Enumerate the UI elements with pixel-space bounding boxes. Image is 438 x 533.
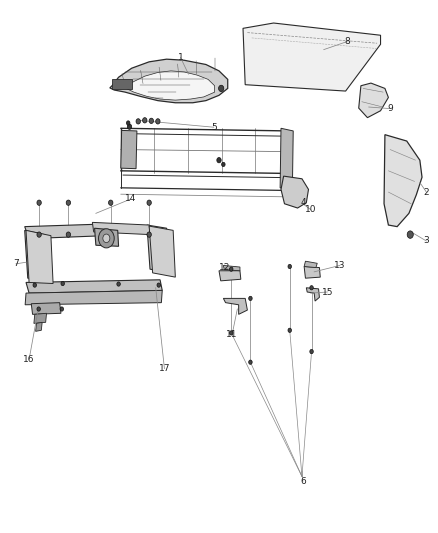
Polygon shape: [304, 261, 317, 268]
Text: 2: 2: [424, 188, 429, 197]
Circle shape: [230, 267, 233, 271]
Circle shape: [127, 124, 132, 130]
Polygon shape: [121, 131, 137, 168]
Circle shape: [109, 200, 113, 205]
Polygon shape: [25, 224, 106, 238]
Text: 5: 5: [211, 123, 217, 132]
Polygon shape: [25, 230, 48, 278]
Polygon shape: [219, 271, 241, 281]
Circle shape: [143, 118, 147, 123]
Text: 17: 17: [159, 364, 170, 373]
Circle shape: [99, 229, 114, 248]
Polygon shape: [25, 290, 162, 305]
Circle shape: [219, 85, 224, 92]
Polygon shape: [149, 226, 175, 277]
Polygon shape: [280, 128, 293, 190]
Polygon shape: [306, 288, 319, 301]
Text: 9: 9: [387, 104, 393, 113]
Text: 6: 6: [300, 478, 306, 486]
Polygon shape: [223, 265, 240, 271]
Circle shape: [249, 296, 252, 301]
Text: 16: 16: [23, 355, 35, 364]
Circle shape: [222, 163, 225, 166]
Text: 12: 12: [219, 263, 230, 272]
Text: 11: 11: [226, 330, 238, 339]
Circle shape: [230, 331, 233, 335]
Polygon shape: [359, 83, 389, 118]
Polygon shape: [281, 176, 308, 208]
Polygon shape: [34, 313, 46, 324]
Circle shape: [288, 264, 291, 269]
Circle shape: [61, 281, 64, 286]
Text: 13: 13: [334, 261, 346, 270]
Circle shape: [155, 119, 160, 124]
Text: 4: 4: [300, 198, 306, 207]
Circle shape: [217, 158, 221, 163]
Circle shape: [109, 232, 113, 237]
Circle shape: [117, 282, 120, 286]
Polygon shape: [26, 230, 53, 284]
Circle shape: [60, 307, 64, 311]
Circle shape: [136, 119, 141, 124]
Text: 10: 10: [305, 205, 316, 214]
Circle shape: [147, 200, 151, 205]
Polygon shape: [243, 23, 381, 91]
Circle shape: [37, 200, 41, 205]
Polygon shape: [31, 303, 61, 314]
Polygon shape: [110, 59, 228, 103]
Circle shape: [157, 283, 160, 287]
Polygon shape: [92, 222, 150, 235]
Circle shape: [407, 231, 413, 238]
Circle shape: [103, 234, 110, 243]
Circle shape: [310, 286, 313, 290]
Text: 8: 8: [344, 37, 350, 46]
Polygon shape: [26, 280, 162, 293]
Circle shape: [66, 200, 71, 205]
Polygon shape: [112, 79, 132, 90]
Circle shape: [147, 232, 151, 237]
Circle shape: [37, 307, 40, 311]
Polygon shape: [95, 228, 119, 246]
Polygon shape: [122, 71, 215, 100]
Polygon shape: [223, 298, 247, 314]
Text: 15: 15: [321, 287, 333, 296]
Text: 14: 14: [125, 195, 137, 204]
Polygon shape: [147, 225, 170, 273]
Text: 3: 3: [424, 237, 429, 246]
Text: 1: 1: [178, 53, 184, 62]
Circle shape: [66, 232, 71, 237]
Circle shape: [249, 360, 252, 365]
Circle shape: [37, 232, 41, 237]
Circle shape: [149, 118, 153, 124]
Circle shape: [127, 121, 130, 125]
Circle shape: [33, 283, 36, 287]
Text: 7: 7: [13, 260, 19, 268]
Circle shape: [288, 328, 291, 333]
Polygon shape: [35, 322, 42, 332]
Polygon shape: [384, 135, 422, 227]
Polygon shape: [304, 266, 320, 278]
Circle shape: [310, 350, 313, 354]
